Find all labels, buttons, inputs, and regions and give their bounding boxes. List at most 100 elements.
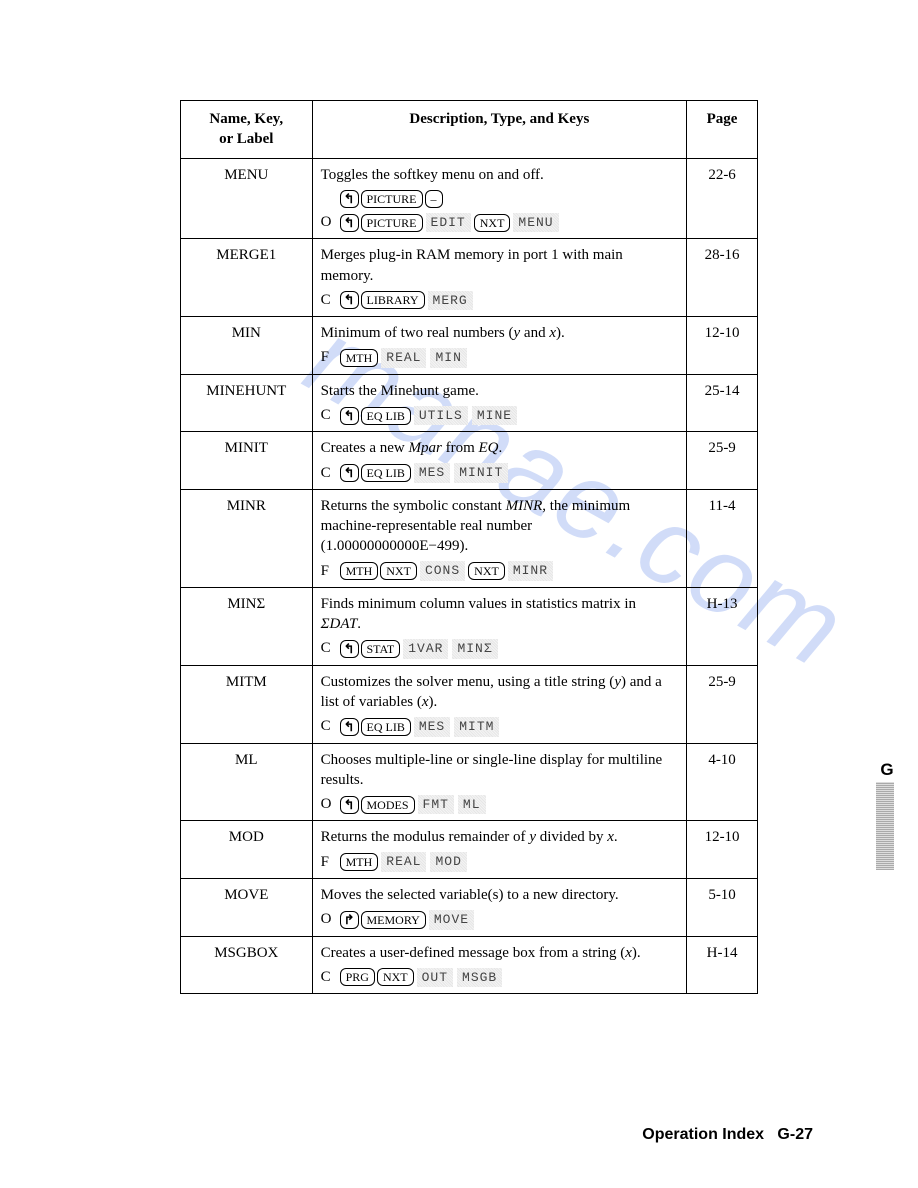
side-tab: G — [876, 760, 898, 868]
soft-key: MIN — [430, 348, 466, 368]
key-prefix: C — [321, 405, 339, 425]
op-page: 25-9 — [687, 432, 758, 490]
soft-key: MERG — [428, 291, 473, 311]
table-row: MERGE1Merges plug-in RAM memory in port … — [181, 239, 758, 317]
header-page: Page — [687, 101, 758, 159]
hard-key: NXT — [377, 968, 414, 986]
op-desc: Starts the Minehunt game. — [321, 381, 679, 401]
page-footer: Operation Index G-27 — [642, 1126, 813, 1144]
table-row: MENUToggles the softkey menu on and off.… — [181, 158, 758, 239]
table-row: MOVEMoves the selected variable(s) to a … — [181, 879, 758, 937]
shift-key-icon: ↰ — [340, 291, 359, 309]
key-sequence: FMTHNXTCONSNXTMINR — [321, 561, 679, 581]
side-tab-letter: G — [876, 760, 898, 780]
op-name: MINEHUNT — [181, 374, 313, 432]
op-name: MINR — [181, 489, 313, 587]
table-row: MLChooses multiple-line or single-line d… — [181, 743, 758, 821]
op-desc: Creates a new Mpar from EQ. — [321, 438, 679, 458]
op-page: 11-4 — [687, 489, 758, 587]
soft-key: REAL — [381, 348, 426, 368]
op-page: 5-10 — [687, 879, 758, 937]
op-desc-cell: Toggles the softkey menu on and off.↰PIC… — [312, 158, 687, 239]
soft-key: MOD — [430, 852, 466, 872]
shift-key-icon: ↰ — [340, 190, 359, 208]
key-prefix: F — [321, 347, 339, 367]
op-desc: Minimum of two real numbers (y and x). — [321, 323, 679, 343]
key-sequence: C↰EQ LIBUTILSMINE — [321, 405, 679, 425]
op-desc: Chooses multiple-line or single-line dis… — [321, 750, 679, 791]
soft-key: MITM — [454, 717, 499, 737]
table-row: MINΣFinds minimum column values in stati… — [181, 587, 758, 665]
op-page: 25-14 — [687, 374, 758, 432]
hard-key: NXT — [380, 562, 417, 580]
shift-key-icon: ↰ — [340, 464, 359, 482]
key-sequence: C↰EQ LIBMESMINIT — [321, 463, 679, 483]
soft-key: CONS — [420, 561, 465, 581]
key-prefix: F — [321, 852, 339, 872]
key-prefix: C — [321, 638, 339, 658]
op-desc: Customizes the solver menu, using a titl… — [321, 672, 679, 713]
soft-key: MENU — [513, 213, 558, 233]
key-sequence: C↰STAT1VARMINΣ — [321, 638, 679, 658]
header-name-l2: or Label — [219, 131, 273, 147]
op-name: MINIT — [181, 432, 313, 490]
op-desc-cell: Creates a new Mpar from EQ. C↰EQ LIBMESMI… — [312, 432, 687, 490]
op-name: MENU — [181, 158, 313, 239]
op-name: MIN — [181, 317, 313, 375]
op-desc-cell: Customizes the solver menu, using a titl… — [312, 665, 687, 743]
hard-key: PRG — [340, 968, 375, 986]
operations-table: Name, Key, or Label Description, Type, a… — [180, 100, 758, 994]
table-row: MITM Customizes the solver menu, using a … — [181, 665, 758, 743]
soft-key: MINΣ — [452, 639, 497, 659]
soft-key: EDIT — [426, 213, 471, 233]
page: manae.com Name, Key, or Label Descriptio… — [0, 0, 918, 1034]
key-sequence: CPRGNXTOUTMSGB — [321, 967, 679, 987]
op-desc-cell: Starts the Minehunt game. C↰EQ LIBUTILSMI… — [312, 374, 687, 432]
op-desc: Moves the selected variable(s) to a new … — [321, 885, 679, 905]
op-desc: Returns the symbolic constant MINR, the … — [321, 496, 679, 557]
op-name: MOD — [181, 821, 313, 879]
footer-page: G-27 — [777, 1126, 813, 1143]
op-name: ML — [181, 743, 313, 821]
key-prefix: C — [321, 967, 339, 987]
op-desc-cell: Merges plug-in RAM memory in port 1 with… — [312, 239, 687, 317]
op-desc-cell: Returns the modulus remainder of y divid… — [312, 821, 687, 879]
hard-key: LIBRARY — [361, 291, 425, 309]
key-sequence: O↰PICTUREEDITNXTMENU — [321, 212, 679, 232]
key-sequence: FMTHREALMIN — [321, 347, 679, 367]
hard-key: EQ LIB — [361, 464, 411, 482]
soft-key: MSGB — [457, 968, 502, 988]
op-desc-cell: Moves the selected variable(s) to a new … — [312, 879, 687, 937]
soft-key: MES — [414, 717, 450, 737]
op-page: H-14 — [687, 936, 758, 994]
hard-key: PICTURE — [361, 214, 423, 232]
table-row: MIN Minimum of two real numbers (y and x)… — [181, 317, 758, 375]
soft-key: OUT — [417, 968, 453, 988]
hard-key: MEMORY — [361, 911, 426, 929]
key-prefix: F — [321, 561, 339, 581]
shift-key-icon: ↰ — [340, 796, 359, 814]
shift-key-icon: ↰ — [340, 214, 359, 232]
table-row: MSGBOXCreates a user-defined message box… — [181, 936, 758, 994]
op-desc-cell: Creates a user-defined message box from … — [312, 936, 687, 994]
hard-key: MODES — [361, 796, 415, 814]
soft-key: MINIT — [454, 463, 508, 483]
op-desc: Returns the modulus remainder of y divid… — [321, 827, 679, 847]
hard-key: STAT — [361, 640, 401, 658]
key-sequence: C↰LIBRARYMERG — [321, 290, 679, 310]
key-sequence: ↰PICTURE– — [321, 189, 679, 209]
hard-key: MTH — [340, 853, 379, 871]
table-row: MOD Returns the modulus remainder of y di… — [181, 821, 758, 879]
hard-key: EQ LIB — [361, 407, 411, 425]
table-row: MINRReturns the symbolic constant MINR, … — [181, 489, 758, 587]
op-name: MINΣ — [181, 587, 313, 665]
header-name-l1: Name, Key, — [209, 111, 283, 127]
op-desc-cell: Returns the symbolic constant MINR, the … — [312, 489, 687, 587]
soft-key: FMT — [418, 795, 454, 815]
key-sequence: FMTHREALMOD — [321, 852, 679, 872]
hard-key: NXT — [474, 214, 511, 232]
op-desc: Finds minimum column values in statistic… — [321, 594, 679, 635]
header-name: Name, Key, or Label — [181, 101, 313, 159]
op-page: 25-9 — [687, 665, 758, 743]
hard-key: MTH — [340, 562, 379, 580]
